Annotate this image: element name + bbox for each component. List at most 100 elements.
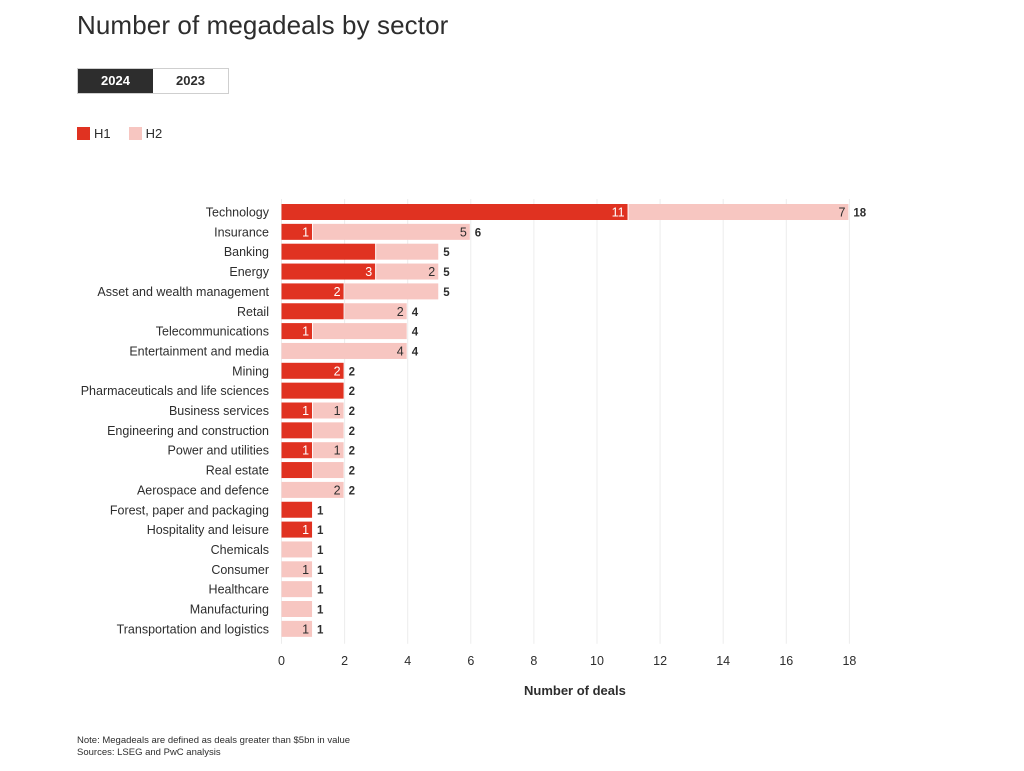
bar-h1-label: 2 (334, 364, 341, 378)
bar-h1-label: 1 (302, 404, 309, 418)
bar-total-label: 1 (317, 585, 324, 597)
bar-h1-label: 1 (302, 325, 309, 339)
bar-h2-label: 1 (302, 563, 309, 577)
category-label: Power and utilities (168, 444, 269, 458)
footnotes: Note: Megadeals are defined as deals gre… (77, 735, 350, 759)
category-label: Asset and wealth management (97, 285, 269, 299)
x-tick-label: 4 (404, 654, 411, 668)
category-label: Chemicals (211, 543, 269, 557)
bar-h1-label: 1 (302, 523, 309, 537)
bar-h2 (313, 442, 344, 459)
bar-total-label: 5 (443, 247, 450, 259)
bar-h2-label: 1 (334, 444, 341, 458)
bar-h2 (281, 481, 344, 498)
category-label: Technology (206, 206, 270, 220)
legend-label-h2: H2 (145, 126, 163, 141)
x-tick-label: 0 (278, 654, 285, 668)
chart-title: Number of megadeals by sector (77, 10, 449, 40)
bar-h2-label: 2 (428, 265, 435, 279)
tab-2023[interactable]: 2023 (153, 69, 228, 93)
category-label: Healthcare (209, 583, 269, 597)
category-label: Mining (232, 364, 269, 378)
year-tabs: 2024 2023 (77, 68, 229, 94)
bar-total-label: 1 (317, 565, 324, 577)
bar-h2-label: 2 (397, 305, 404, 319)
x-axis-label: Number of deals (524, 683, 626, 698)
bar-total-label: 2 (349, 406, 355, 418)
bar-h2 (281, 581, 313, 598)
bar-h2 (313, 422, 344, 439)
category-label: Real estate (206, 464, 269, 478)
bar-h2-label: 5 (460, 225, 467, 239)
bar-h1 (281, 521, 313, 538)
bar-h1 (281, 382, 344, 399)
x-tick-label: 2 (341, 654, 348, 668)
category-label: Engineering and construction (107, 424, 269, 438)
legend: H1 H2 (77, 126, 180, 141)
bar-h1 (281, 501, 313, 518)
bar-h2 (281, 561, 313, 578)
legend-swatch-h2 (128, 127, 142, 140)
bar-h2-label: 1 (334, 404, 341, 418)
bar-h2-label: 7 (838, 206, 845, 220)
bar-h1 (281, 243, 376, 260)
bar-h2 (344, 283, 439, 300)
x-tick-label: 6 (467, 654, 474, 668)
bar-h1 (281, 362, 344, 379)
bar-h2 (313, 223, 470, 240)
bar-h2 (281, 601, 313, 617)
category-label: Consumer (211, 563, 269, 577)
bar-total-label: 1 (317, 545, 324, 557)
bar-h2 (628, 204, 849, 220)
tab-2024[interactable]: 2024 (78, 69, 153, 93)
bar-h1 (281, 263, 376, 280)
category-label: Forest, paper and packaging (110, 503, 269, 517)
category-label: Entertainment and media (129, 344, 269, 358)
category-label: Aerospace and defence (137, 483, 269, 497)
legend-item-h2[interactable]: H2 (128, 126, 163, 141)
sources-text: Sources: LSEG and PwC analysis (77, 747, 221, 758)
bar-h1 (281, 303, 344, 320)
x-tick-label: 12 (653, 654, 667, 668)
x-tick-label: 16 (779, 654, 793, 668)
x-tick-label: 8 (530, 654, 537, 668)
bar-h1 (281, 402, 313, 419)
bar-h2-label: 4 (397, 344, 404, 358)
bar-total-label: 2 (349, 366, 355, 378)
bar-h2 (376, 243, 439, 260)
bar-h1 (281, 323, 313, 340)
bar-h2-label: 1 (302, 622, 309, 636)
legend-label-h1: H1 (94, 126, 111, 141)
bar-h2 (281, 620, 313, 637)
bar-total-label: 4 (412, 346, 419, 358)
x-tick-label: 14 (716, 654, 730, 668)
category-label: Insurance (214, 225, 269, 239)
bar-total-label: 4 (412, 327, 419, 339)
bar-total-label: 5 (443, 287, 450, 299)
x-tick-label: 10 (590, 654, 604, 668)
bar-total-label: 1 (317, 505, 324, 517)
bar-h1 (281, 422, 313, 439)
bar-total-label: 5 (443, 267, 450, 279)
category-label: Transportation and logistics (117, 622, 269, 636)
bar-h1-label: 1 (302, 444, 309, 458)
category-label: Manufacturing (190, 603, 269, 617)
bar-h2 (281, 541, 313, 558)
bar-total-label: 2 (349, 466, 355, 478)
x-tick-label: 18 (842, 654, 856, 668)
bar-total-label: 1 (317, 624, 324, 636)
bar-total-label: 4 (412, 307, 419, 319)
bar-h1-label: 11 (612, 206, 625, 220)
bar-h2-label: 2 (334, 483, 341, 497)
legend-item-h1[interactable]: H1 (77, 126, 111, 141)
bar-h2 (344, 303, 407, 320)
bar-h1 (281, 462, 313, 479)
category-label: Hospitality and leisure (147, 523, 269, 537)
bar-h1 (281, 283, 344, 300)
bar-h1 (281, 223, 313, 240)
bar-h1-label: 2 (334, 285, 341, 299)
bar-total-label: 2 (349, 386, 355, 398)
bar-total-label: 1 (317, 525, 324, 537)
category-label: Business services (169, 404, 269, 418)
bar-total-label: 2 (349, 446, 355, 458)
